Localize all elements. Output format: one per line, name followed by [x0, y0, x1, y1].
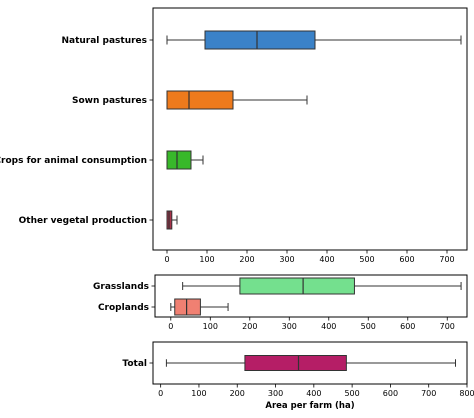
x-tick-label-0: 0: [164, 255, 169, 264]
total-label: Total: [122, 359, 147, 369]
x-tick-label-100: 100: [203, 322, 218, 331]
x-tick-label-800: 800: [459, 389, 474, 398]
total-box: [244, 355, 347, 371]
panel-2-frame: [154, 274, 468, 318]
x-tick-label-400: 400: [321, 322, 336, 331]
x-tick-label-700: 700: [421, 389, 436, 398]
x-tick-label-300: 300: [282, 322, 297, 331]
panel-1-frame: [152, 7, 468, 251]
natural-pastures-label: Natural pastures: [61, 36, 147, 46]
x-tick-label-0: 0: [168, 322, 173, 331]
x-tick-label-200: 200: [239, 255, 254, 264]
croplands-box: [174, 298, 201, 316]
x-tick-label-600: 600: [383, 389, 398, 398]
x-tick-label-500: 500: [344, 389, 359, 398]
x-tick-label-600: 600: [399, 255, 414, 264]
x-tick-label-200: 200: [230, 389, 245, 398]
x-tick-label-400: 400: [319, 255, 334, 264]
grasslands-box: [239, 277, 355, 295]
x-tick-label-700: 700: [439, 255, 454, 264]
x-tick-label-400: 400: [306, 389, 321, 398]
x-tick-label-600: 600: [400, 322, 415, 331]
x-tick-label-300: 300: [268, 389, 283, 398]
crops-for-animal-consumption-box: [166, 150, 192, 170]
x-tick-label-300: 300: [279, 255, 294, 264]
x-tick-label-100: 100: [199, 255, 214, 264]
other-vegetal-production-label: Other vegetal production: [19, 216, 147, 226]
crops-for-animal-consumption-label: Crops for animal consumption: [0, 156, 147, 166]
x-tick-label-0: 0: [158, 389, 163, 398]
sown-pastures-label: Sown pastures: [72, 96, 147, 106]
x-tick-label-100: 100: [191, 389, 206, 398]
natural-pastures-box: [204, 30, 316, 50]
x-tick-label-500: 500: [359, 255, 374, 264]
x-tick-label-700: 700: [440, 322, 455, 331]
x-tick-label-200: 200: [242, 322, 257, 331]
grasslands-label: Grasslands: [93, 282, 149, 292]
x-tick-label-500: 500: [361, 322, 376, 331]
croplands-label: Croplands: [98, 303, 149, 313]
sown-pastures-box: [166, 90, 234, 110]
x-axis-title: Area per farm (ha): [265, 401, 354, 411]
